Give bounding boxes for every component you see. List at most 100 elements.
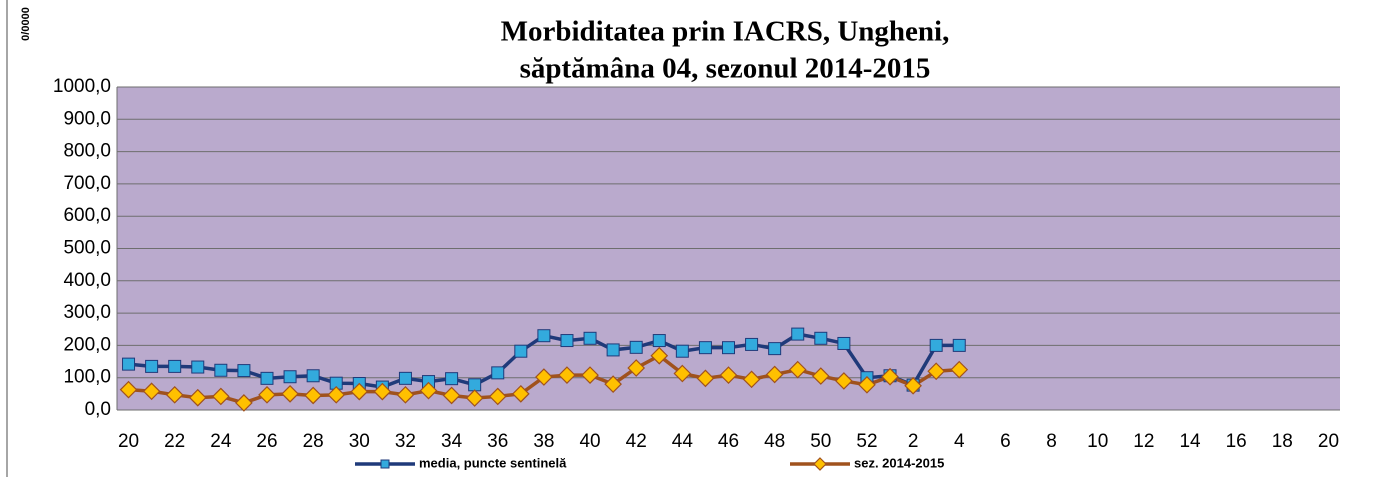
marker [788, 360, 807, 379]
x-tick-label: 8 [1046, 431, 1057, 452]
marker [722, 341, 735, 355]
x-tick-label: 4 [954, 431, 965, 452]
y-tick-label: 800,0 [63, 141, 111, 162]
x-tick-label: 32 [395, 431, 416, 452]
legend-marker [813, 457, 827, 471]
x-tick-label: 22 [164, 431, 185, 452]
marker [627, 359, 646, 377]
x-tick-label: 26 [256, 431, 277, 452]
marker [673, 364, 692, 383]
marker [142, 382, 161, 401]
x-tick-label: 28 [303, 431, 324, 452]
marker [814, 331, 828, 345]
marker [696, 369, 715, 388]
marker [929, 338, 943, 352]
y-tick-label: 400,0 [63, 270, 111, 291]
marker [398, 371, 412, 385]
marker [237, 364, 251, 378]
marker [858, 375, 876, 394]
marker [514, 344, 528, 358]
chart-title: Morbiditatea prin IACRS, Ungheni, [501, 16, 950, 48]
marker [904, 376, 922, 395]
marker [511, 385, 530, 403]
x-tick-label: 14 [1179, 431, 1201, 452]
marker [419, 381, 438, 400]
marker [604, 375, 622, 394]
marker [445, 372, 459, 386]
x-tick-label: 44 [672, 431, 694, 452]
x-tick-label: 6 [1000, 431, 1011, 452]
y-tick-label: 500,0 [63, 238, 111, 259]
marker [652, 334, 666, 348]
marker [950, 360, 969, 379]
chart-title: săptămâna 04, sezonul 2014-2015 [520, 53, 931, 85]
y-tick-label: 1000,0 [53, 76, 111, 97]
x-tick-label: 36 [487, 431, 508, 452]
x-tick-label: 40 [579, 431, 600, 452]
marker [535, 368, 553, 386]
marker [350, 382, 369, 401]
marker [927, 362, 946, 381]
x-tick-label: 18 [1272, 431, 1293, 452]
marker [168, 359, 182, 373]
marker [188, 388, 207, 407]
x-tick-label: 24 [210, 431, 232, 452]
marker [235, 394, 253, 412]
marker [745, 337, 759, 351]
marker [952, 338, 966, 352]
marker [191, 360, 205, 374]
marker [488, 387, 507, 406]
marker [442, 386, 461, 405]
legend-label: media, puncte sentinelă [419, 455, 567, 470]
marker [768, 342, 782, 356]
y-tick-label: 100,0 [63, 367, 111, 388]
marker [650, 346, 669, 365]
y-tick-label: 600,0 [63, 205, 111, 226]
x-tick-label: 52 [856, 431, 877, 452]
x-tick-label: 2 [908, 431, 919, 452]
y-tick-label: 300,0 [63, 302, 111, 323]
marker [491, 366, 505, 380]
marker [719, 366, 738, 384]
marker [373, 382, 392, 401]
y-tick-label: 0,0 [85, 399, 111, 420]
marker [283, 370, 297, 384]
marker [583, 331, 597, 345]
marker [281, 385, 299, 403]
marker [119, 380, 138, 399]
marker [211, 387, 230, 406]
y-tick-label: 900,0 [63, 108, 111, 129]
marker [606, 343, 620, 357]
marker [468, 378, 482, 392]
marker [145, 359, 159, 373]
x-tick-label: 16 [1226, 431, 1247, 452]
x-tick-label: 12 [1133, 431, 1154, 452]
legend-marker [380, 459, 390, 469]
marker [327, 385, 346, 404]
marker [165, 385, 184, 404]
marker [837, 336, 851, 350]
x-tick-label: 46 [718, 431, 739, 452]
marker [122, 357, 136, 371]
marker [537, 329, 551, 343]
x-tick-label: 10 [1087, 431, 1108, 452]
marker [465, 389, 484, 407]
marker [306, 369, 320, 383]
y-axis-label: 0/0000 [20, 7, 32, 41]
marker [698, 341, 712, 355]
legend-label: sez. 2014-2015 [854, 455, 944, 470]
marker [260, 371, 274, 385]
y-tick-label: 700,0 [63, 173, 111, 194]
marker [396, 385, 415, 404]
marker [835, 372, 853, 390]
x-tick-label: 20 [1318, 431, 1339, 452]
marker [881, 367, 899, 386]
marker [629, 340, 643, 354]
marker [214, 363, 228, 377]
x-tick-label: 20 [118, 431, 139, 452]
marker [560, 334, 574, 348]
marker [765, 365, 784, 384]
x-tick-label: 50 [810, 431, 831, 452]
x-tick-label: 42 [626, 431, 647, 452]
x-tick-label: 38 [533, 431, 554, 452]
